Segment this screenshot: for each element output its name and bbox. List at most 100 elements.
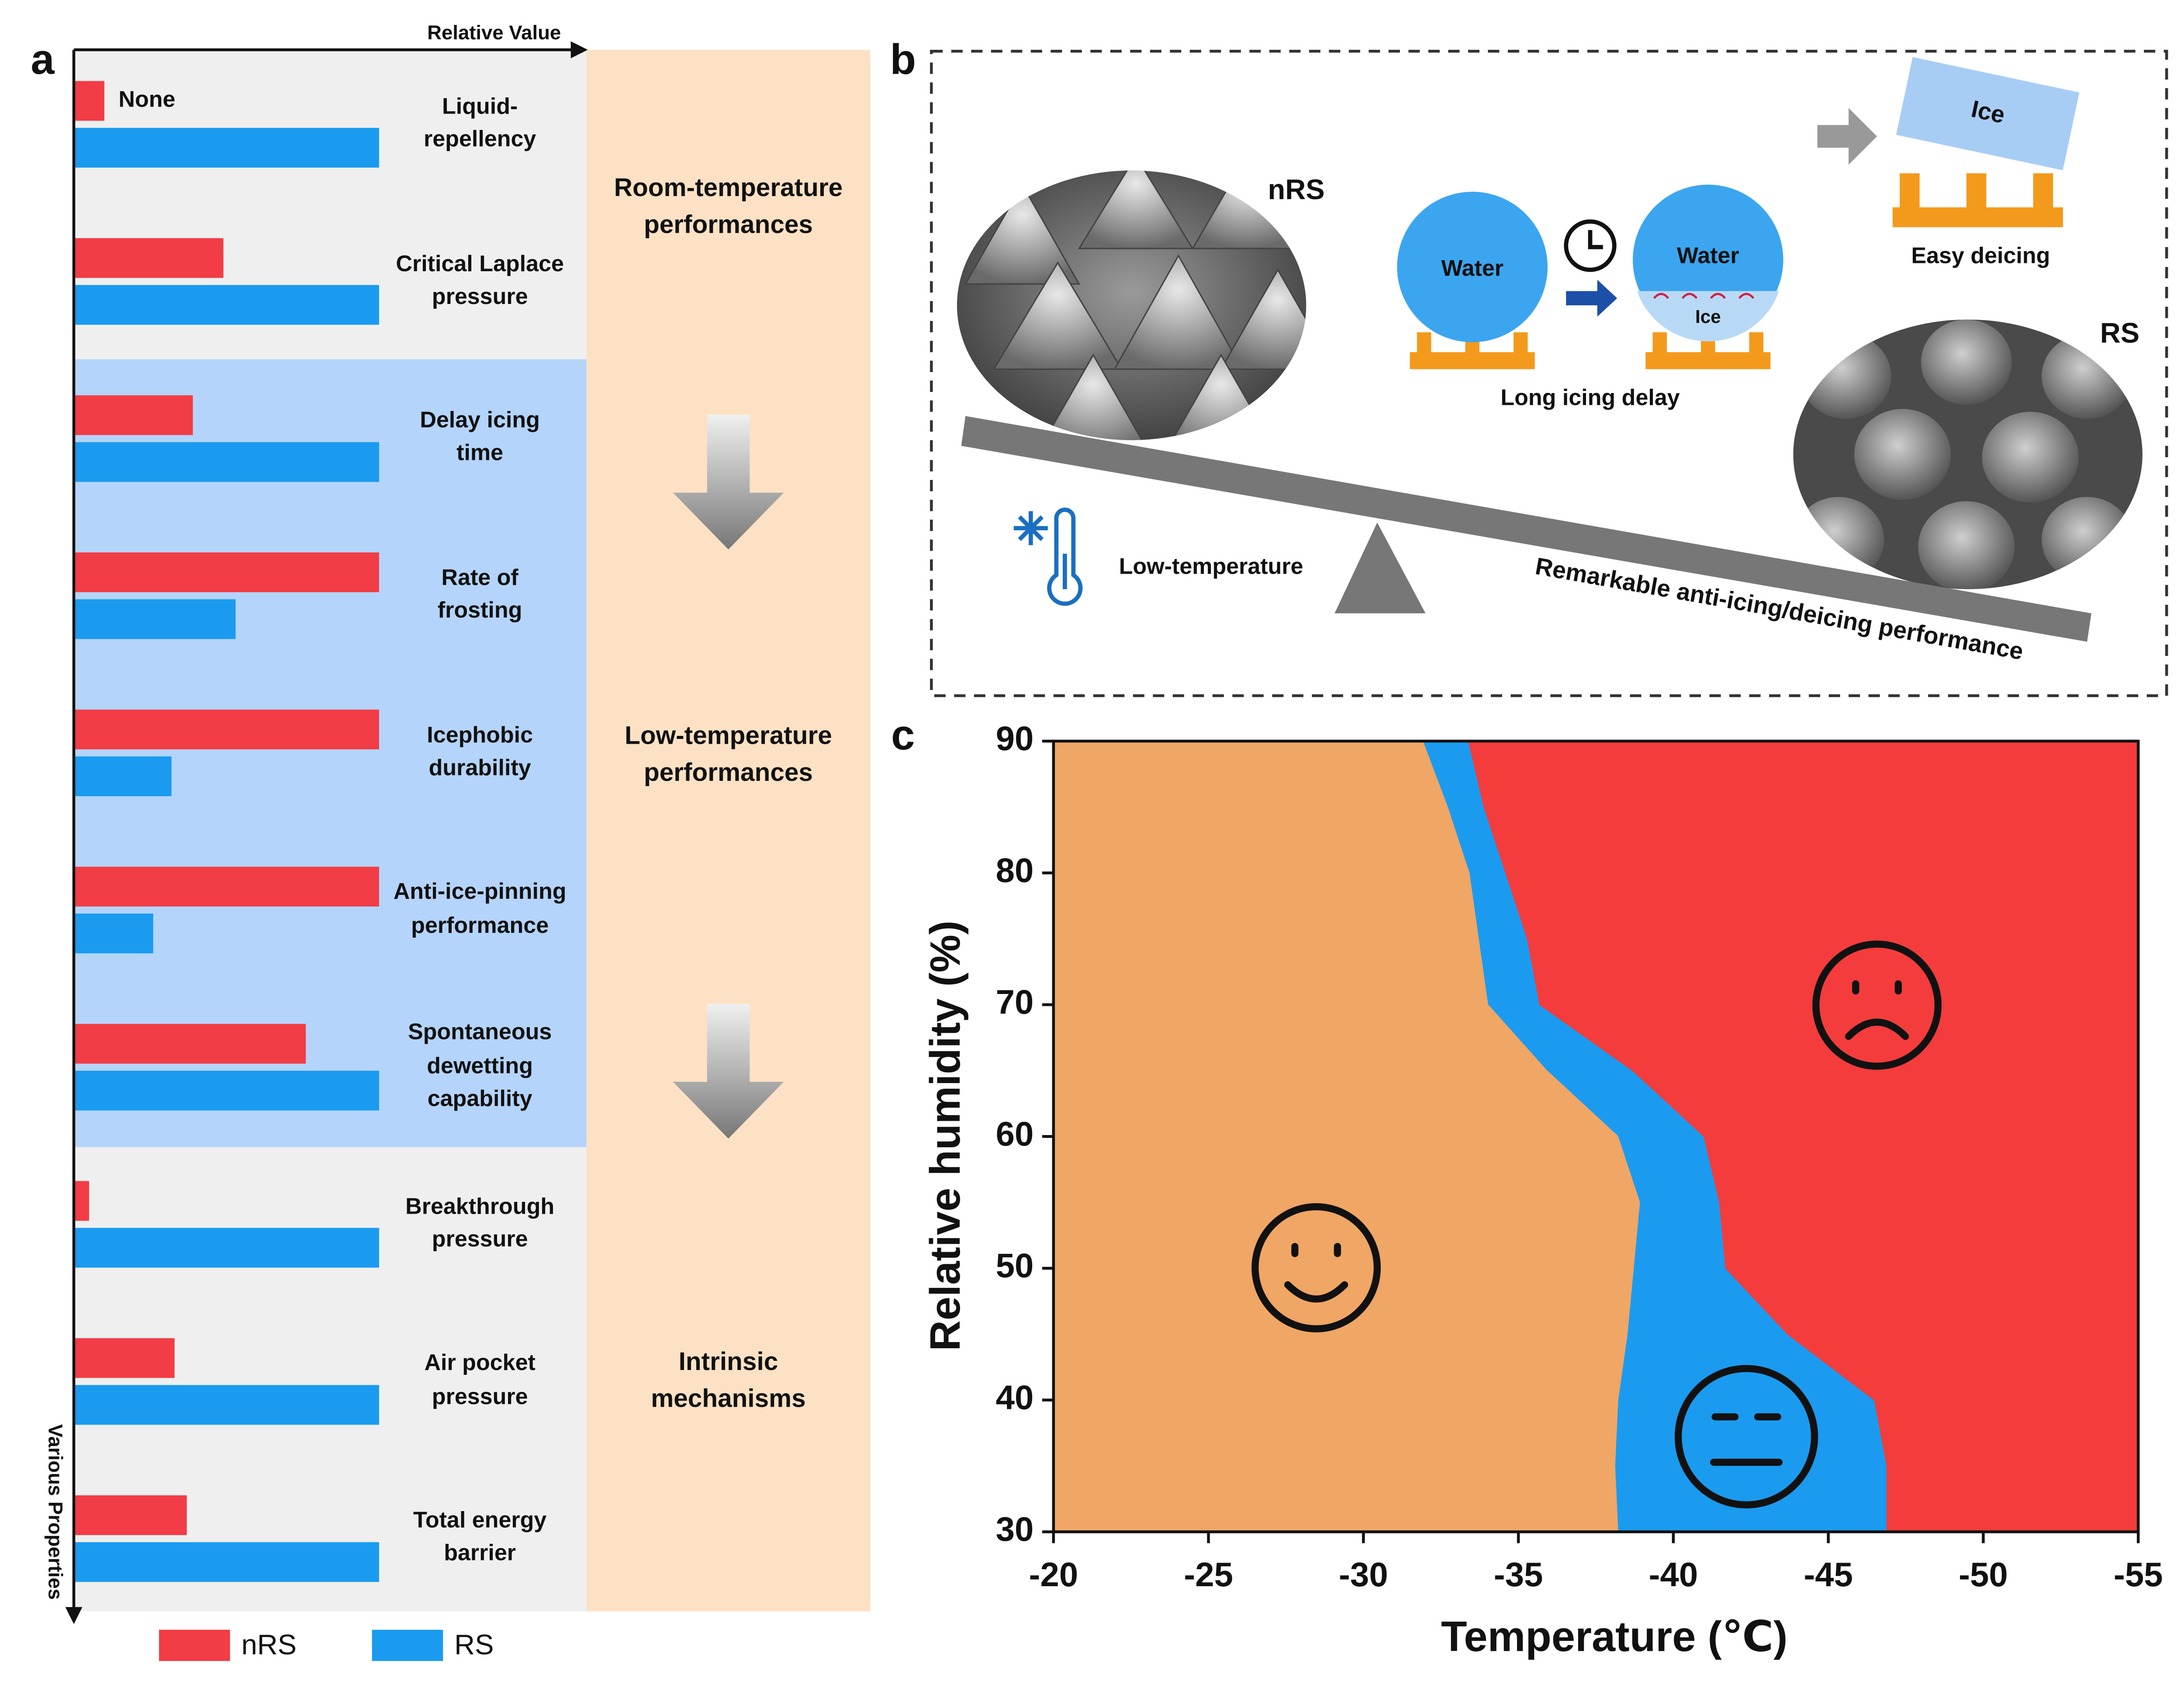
face [1674,1365,1818,1508]
region [1469,741,2139,1532]
panel-b-frame [930,49,2168,697]
bar [74,128,379,168]
substrate [1410,173,2063,369]
arrow [1817,108,1877,165]
category-label-box: Breakthrough pressure [405,1195,555,1252]
water-label: Water [1441,256,1503,281]
boundary-line [1468,741,1888,1532]
y-tick-label: 90 [996,719,1034,758]
legend-swatch [159,1629,230,1661]
y-tick-label: 80 [996,851,1034,889]
bar [74,285,379,325]
bar [74,552,379,592]
ice-label: Ice [1969,95,2008,129]
ice-block: Ice [1896,57,2080,170]
category-label: Icephobic durability [427,723,533,781]
caption: Low-temperature [1119,554,1303,579]
face-mouth [1284,1281,1348,1303]
ice-label: Ice [1695,306,1721,327]
y-tick-label: 50 [996,1246,1034,1285]
bar [74,599,236,639]
y-tick-label: 70 [996,983,1034,1021]
y-tick-label: 60 [996,1115,1034,1153]
category-label: Breakthrough pressure [405,1195,555,1252]
section-label-box: Low-temperature performances [625,721,832,787]
face-eyes [1852,980,1902,995]
x-tick-label: -35 [1494,1555,1543,1594]
bar [74,1024,306,1064]
section-column [586,49,871,1612]
category-label-box: Spontaneous dewetting capability [408,1021,552,1111]
x-axis-label: Temperature (℃) [1441,1612,1787,1660]
x-tick-label: -30 [1339,1555,1388,1594]
category-label: Anti-ice-pinning performance [393,880,567,938]
y-tick-label: 30 [996,1510,1034,1548]
category-label-box: Critical Laplace pressure [396,252,564,309]
rs-label: RS [2100,317,2139,349]
face-mouth [1845,1018,1909,1040]
face [1812,940,1942,1070]
section-label: Room-temperature performances [614,173,843,239]
bar [74,709,379,749]
y-axis-arrow [65,1607,83,1624]
category-label-box: Liquid- repellency [424,95,536,152]
legend-label: nRS [242,1629,297,1660]
section-label: Intrinsic mechanisms [651,1347,806,1413]
caption: Easy deicing [1911,243,2050,268]
bar [74,913,153,953]
face-eyes [1291,1243,1341,1257]
category-label: Liquid- repellency [424,95,536,152]
x-tick-label: -20 [1029,1555,1078,1594]
ice-nuclei [1653,293,1755,299]
down-arrow [673,414,784,550]
bar [74,1385,379,1425]
category-label: Air pocket pressure [424,1352,536,1409]
bar [74,395,193,435]
category-label: Spontaneous dewetting capability [408,1021,552,1111]
region [1053,741,1639,1532]
boundary-line [1421,741,1640,1532]
ice-layer [1637,291,1779,342]
x-axis-arrow [570,41,588,59]
category-label-box: Icephobic durability [427,723,533,781]
legend-swatch [372,1629,443,1661]
y-axis-label: Various Properties [45,1424,67,1600]
bar [74,1070,379,1111]
caption: Long icing delay [1500,385,1679,410]
panel-label: c [891,711,915,759]
rs-sem-image [1793,319,2143,590]
bar [74,81,104,121]
bar [74,1228,379,1268]
clock-icon [1564,219,1617,272]
legend-label: RS [454,1629,494,1660]
lever-beam [961,416,2091,642]
section-label-box: Intrinsic mechanisms [651,1347,806,1413]
water-droplet [1397,192,1548,342]
face [1251,1203,1381,1332]
fulcrum [1334,522,1426,614]
bar [74,1181,89,1221]
nrs-sem-image [957,170,1306,440]
panel-label: a [31,35,55,83]
x-tick-label: -25 [1184,1555,1233,1594]
bar [74,756,172,797]
x-tick-label: -55 [2114,1555,2163,1594]
thermometer-icon [1013,507,1083,606]
category-label: Total energy barrier [413,1509,547,1567]
water-label: Water [1677,243,1739,268]
x-tick-label: -50 [1959,1555,2008,1594]
arrow [1566,280,1617,317]
panel-label: b [890,35,916,83]
y-axis-label: Relative humidity (%) [921,921,969,1351]
category-label: Rate of frosting [437,566,522,624]
bar [74,1338,175,1378]
x-axis-label: Relative Value [427,21,561,44]
category-label-box: Delay icing time [420,409,540,466]
y-tick-label: 40 [996,1378,1034,1416]
bar [74,1495,187,1535]
x-tick-label: -45 [1804,1555,1853,1594]
category-label: Critical Laplace pressure [396,252,564,309]
section-label-box: Room-temperature performances [614,173,843,239]
bar [74,1542,379,1582]
